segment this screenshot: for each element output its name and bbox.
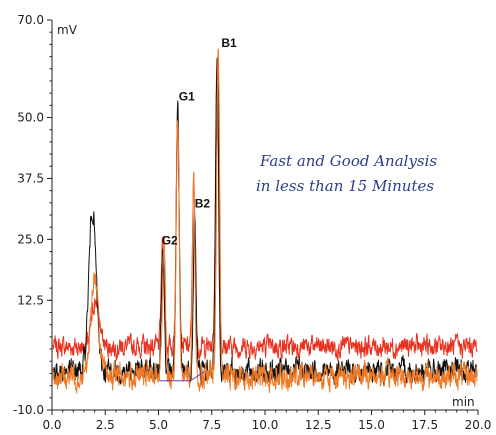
peak-label: B2 xyxy=(195,197,211,211)
x-tick-label: 5.0 xyxy=(149,418,168,432)
peak-labels: G2 G1 B2 B1 xyxy=(162,36,237,247)
y-axis-unit: mV xyxy=(57,23,78,37)
y-tick-label: 50.0 xyxy=(17,111,44,125)
y-tick-label: 37.5 xyxy=(17,171,44,185)
peak-label: G1 xyxy=(179,89,195,103)
trace-line xyxy=(52,58,478,361)
x-tick-label: 17.5 xyxy=(411,418,438,432)
y-tick-label: -10.0 xyxy=(13,403,44,417)
integration-baseline xyxy=(159,370,206,382)
x-axis-ticks: 0.0 2.5 5.0 7.5 10.0 12.5 15.0 17.5 20.0 xyxy=(42,410,491,432)
trace-line xyxy=(52,57,478,387)
y-axis-ticks: -10.0 12.5 25.0 37.5 50.0 70.0 xyxy=(13,13,52,417)
y-tick-label: 25.0 xyxy=(17,232,44,246)
x-axis-unit: min xyxy=(452,395,475,409)
x-tick-label: 20.0 xyxy=(465,418,492,432)
annotation: Fast and Good Analysis in less than 15 M… xyxy=(256,152,437,195)
annotation-line-1: Fast and Good Analysis xyxy=(259,152,437,170)
y-tick-label: 12.5 xyxy=(17,293,44,307)
x-tick-label: 15.0 xyxy=(358,418,385,432)
chromatogram-traces xyxy=(52,48,478,394)
x-tick-label: 0.0 xyxy=(42,418,61,432)
peak-label: B1 xyxy=(221,36,237,50)
y-tick-label: 70.0 xyxy=(17,13,44,27)
peak-label: G2 xyxy=(162,233,178,247)
x-tick-label: 2.5 xyxy=(96,418,115,432)
x-tick-label: 10.0 xyxy=(252,418,279,432)
x-tick-label: 7.5 xyxy=(202,418,221,432)
x-tick-label: 12.5 xyxy=(305,418,332,432)
annotation-line-2: in less than 15 Minutes xyxy=(256,177,434,195)
trace-line xyxy=(52,48,478,394)
